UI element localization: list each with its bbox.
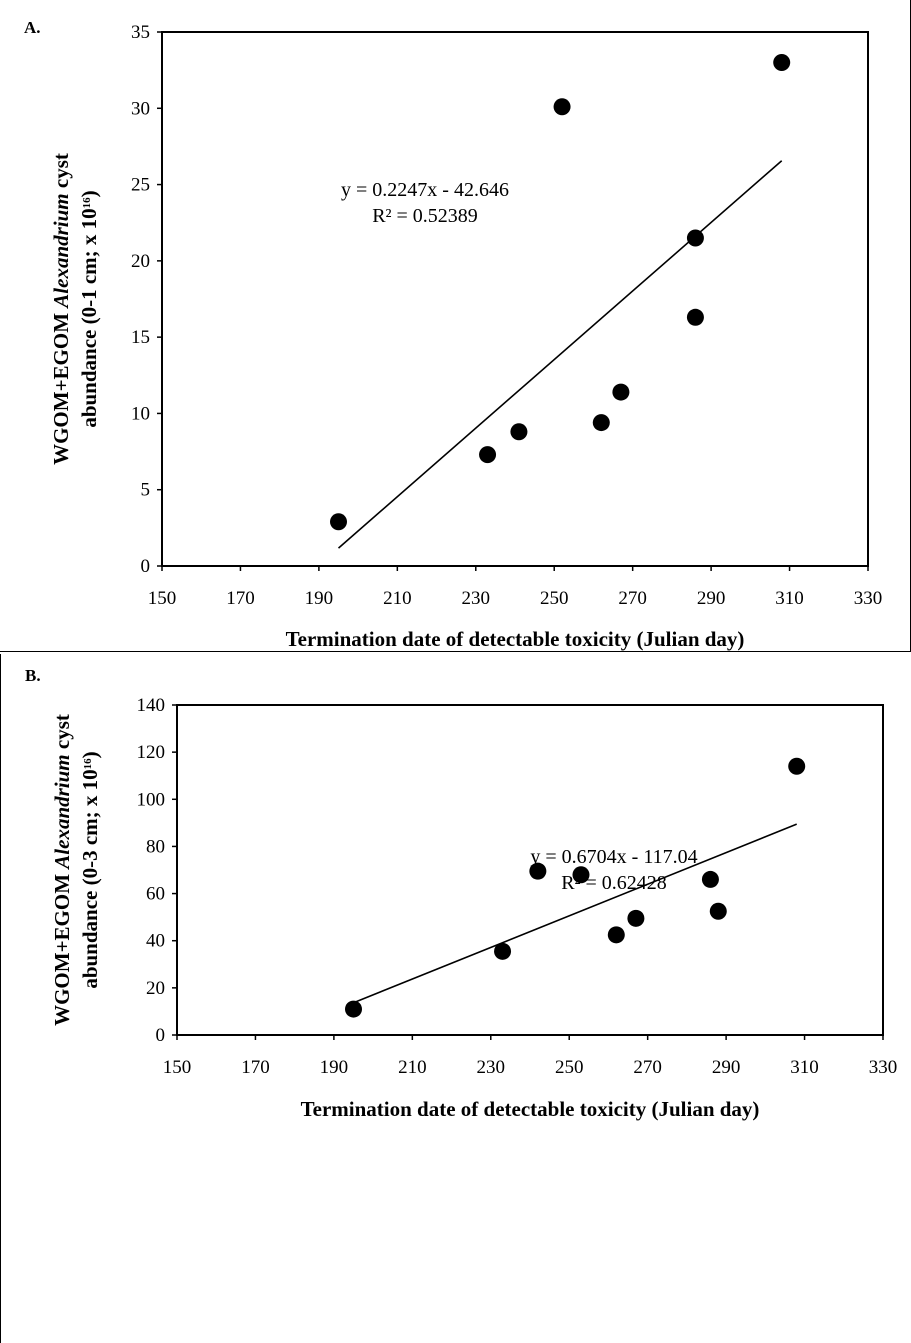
data-point [345, 1000, 362, 1018]
trendline [353, 823, 798, 1004]
data-point [592, 414, 610, 432]
y-axis-title-line1: WGOM+EGOM Alexandrium cyst [50, 714, 74, 1026]
y-tick-label: 0 [156, 1025, 166, 1046]
y-tick-label: 140 [137, 695, 166, 716]
x-tick-label: 290 [712, 1057, 741, 1078]
panel-label-b: B. [25, 666, 41, 685]
x-tick-label: 190 [320, 1057, 349, 1078]
data-point [479, 446, 497, 464]
y-tick-label: 5 [141, 480, 151, 501]
data-point [773, 54, 791, 72]
y-axis-title-text: WGOM+EGOM [50, 869, 74, 1026]
data-point [627, 909, 645, 927]
x-tick-label: 270 [618, 588, 647, 609]
data-point [788, 757, 806, 775]
x-tick-label: 170 [241, 1057, 270, 1078]
y-tick-label: 15 [131, 327, 150, 348]
data-point [553, 98, 571, 116]
r-squared-label: R² = 0.62428 [561, 872, 667, 894]
x-tick-label: 330 [869, 1057, 898, 1078]
x-tick-label: 170 [226, 588, 255, 609]
data-point [494, 942, 512, 960]
x-tick-label: 210 [398, 1057, 427, 1078]
x-tick-label: 150 [163, 1057, 192, 1078]
x-tick-label: 250 [555, 1057, 584, 1078]
plot-area-frame [161, 31, 869, 567]
chart-panel-a: A. 150 170 190 210 230 250 270 290 310 330 0 5 10 15 2… [0, 0, 911, 652]
y-axis-title-text: cyst [50, 714, 74, 754]
y-tick-label: 60 [146, 884, 165, 905]
r-squared-label: R² = 0.52389 [372, 205, 478, 227]
data-point [686, 229, 704, 247]
y-axis-title-italic: Alexandrium [49, 193, 73, 309]
y-axis-title-line2: abundance (0-3 cm; x 1016) [78, 751, 102, 988]
trendline-equation: y = 0.2247x - 42.646 [341, 179, 509, 201]
data-point [510, 423, 528, 441]
x-tick-label: 150 [148, 588, 177, 609]
y-axis-title-2: abundance (0-3 cm; x 1016) [78, 751, 102, 988]
x-tick-label: 290 [697, 588, 726, 609]
y-axis-title-text: ) [78, 751, 102, 758]
y-axis-title: WGOM+EGOM Alexandrium cyst [50, 714, 74, 1026]
y-axis-title-superscript: 16 [82, 758, 94, 770]
x-axis-title: Termination date of detectable toxicity … [301, 1097, 760, 1121]
x-tick-label: 330 [854, 588, 883, 609]
y-axis-title-text: WGOM+EGOM [49, 308, 73, 465]
y-axis-title-text: ) [77, 190, 101, 197]
y-tick-label: 10 [131, 403, 150, 424]
y-axis-title-superscript: 16 [81, 197, 93, 209]
y-tick-label: 20 [131, 251, 150, 272]
data-point [701, 870, 719, 888]
y-axis-title: WGOM+EGOM Alexandrium cyst [49, 153, 73, 465]
panel-label-a: A. [24, 18, 41, 37]
plot-area-frame [176, 704, 884, 1036]
x-tick-label: 210 [383, 588, 412, 609]
x-axis-title: Termination date of detectable toxicity … [286, 627, 745, 651]
data-point [607, 926, 625, 944]
x-tick-label: 310 [775, 588, 804, 609]
y-tick-label: 20 [146, 978, 165, 999]
y-axis-title-text: abundance (0-3 cm; x 10 [78, 769, 102, 988]
data-point [529, 862, 547, 880]
y-axis-title-text: cyst [49, 153, 73, 193]
y-axis-title-line1: WGOM+EGOM Alexandrium cyst [49, 153, 73, 465]
y-tick-label: 120 [137, 742, 166, 763]
data-point [686, 308, 704, 326]
data-point [572, 866, 590, 884]
x-tick-label: 310 [790, 1057, 819, 1078]
y-tick-label: 30 [131, 98, 150, 119]
x-tick-label: 270 [633, 1057, 662, 1078]
y-tick-label: 25 [131, 175, 150, 196]
scatter-chart-b: 150 170 190 210 230 250 270 290 310 330 0 20 40 60 80 1… [50, 695, 898, 1121]
y-axis-title-italic: Alexandrium [50, 754, 74, 870]
x-tick-label: 230 [462, 588, 491, 609]
trendline-equation: y = 0.6704x - 117.04 [530, 846, 697, 868]
x-tick-label: 230 [477, 1057, 506, 1078]
y-axis-title-2: abundance (0-1 cm; x 1016) [77, 190, 101, 427]
data-point [709, 902, 727, 920]
y-tick-label: 0 [141, 556, 151, 577]
data-point [612, 383, 630, 401]
x-tick-label: 250 [540, 588, 569, 609]
y-tick-label: 40 [146, 931, 165, 952]
y-axis-title-text: abundance (0-1 cm; x 10 [77, 208, 101, 427]
chart-panel-b: B. 150 170 190 210 230 250 270 290 310 330 0 20 40 60… [0, 654, 911, 1343]
trendline [337, 160, 783, 549]
y-tick-label: 100 [137, 789, 166, 810]
x-tick-label: 190 [305, 588, 334, 609]
y-axis-title-line2: abundance (0-1 cm; x 1016) [77, 190, 101, 427]
scatter-chart-a: 150 170 190 210 230 250 270 290 310 330 0 5 10 15 20 25… [49, 22, 883, 651]
data-point [330, 513, 347, 531]
y-tick-label: 80 [146, 836, 165, 857]
y-tick-label: 35 [131, 22, 150, 43]
